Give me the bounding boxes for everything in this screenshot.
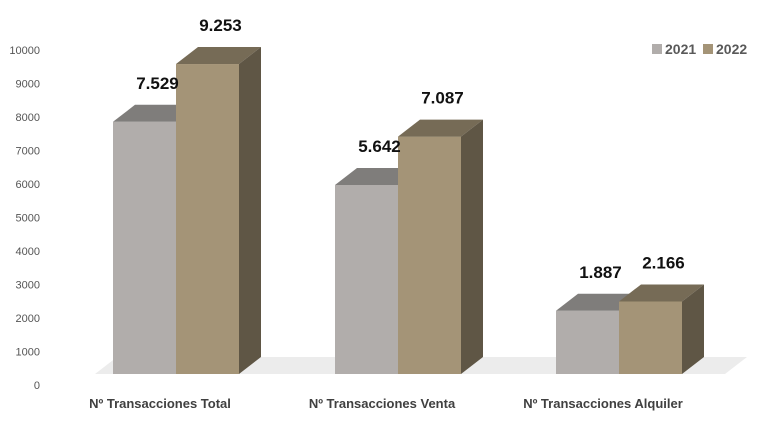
y-tick-label: 0 (34, 380, 40, 392)
y-tick-label: 6000 (16, 179, 40, 191)
bar-2022-front (176, 64, 239, 374)
bar-2021-front (335, 184, 398, 374)
bar-2022-top (398, 119, 483, 137)
data-label-2022: 9.253 (199, 16, 242, 35)
bar-2022-top (176, 47, 261, 65)
data-label-2022: 2.166 (642, 253, 685, 272)
data-labels: 7.529 9.253 5.642 7.087 1.887 2.166 (136, 16, 685, 282)
data-label-2022: 7.087 (421, 89, 464, 108)
y-tick-label: 4000 (16, 246, 40, 258)
y-tick-label: 3000 (16, 280, 40, 292)
y-tick-label: 2000 (16, 313, 40, 325)
x-category-label: Nº Transacciones Total (89, 396, 231, 411)
legend-label-2022: 2022 (716, 41, 747, 57)
y-tick-label: 7000 (16, 146, 40, 158)
legend-label-2021: 2021 (665, 41, 696, 57)
bar-2021-front (113, 121, 176, 374)
bar-2022-front (398, 136, 461, 374)
y-tick-label: 8000 (16, 112, 40, 124)
y-tick-label: 5000 (16, 213, 40, 225)
legend-swatch-2021 (652, 44, 662, 54)
bar-2021-front (556, 310, 619, 374)
bar-2022-side (682, 284, 704, 374)
bar-2022-front (619, 301, 682, 374)
bar-2022-top (619, 284, 704, 302)
y-axis-ticks: 0 1000 2000 3000 4000 5000 6000 7000 8000 9000 100… (9, 45, 40, 392)
x-category-label: Nº Transacciones Alquiler (523, 396, 683, 411)
bars (113, 47, 704, 374)
legend: 2021 2022 (652, 41, 747, 57)
x-category-label: Nº Transacciones Venta (309, 396, 456, 411)
data-label-2021: 1.887 (579, 263, 622, 282)
x-axis-categories: Nº Transacciones Total Nº Transacciones V… (89, 396, 683, 411)
data-label-2021: 7.529 (136, 74, 179, 93)
bar-2022-side (461, 119, 483, 374)
y-tick-label: 9000 (16, 79, 40, 91)
y-tick-label: 10000 (9, 45, 40, 57)
y-tick-label: 1000 (16, 347, 40, 359)
legend-swatch-2022 (703, 44, 713, 54)
bar-2022-side (239, 47, 261, 374)
data-label-2021: 5.642 (358, 137, 401, 156)
